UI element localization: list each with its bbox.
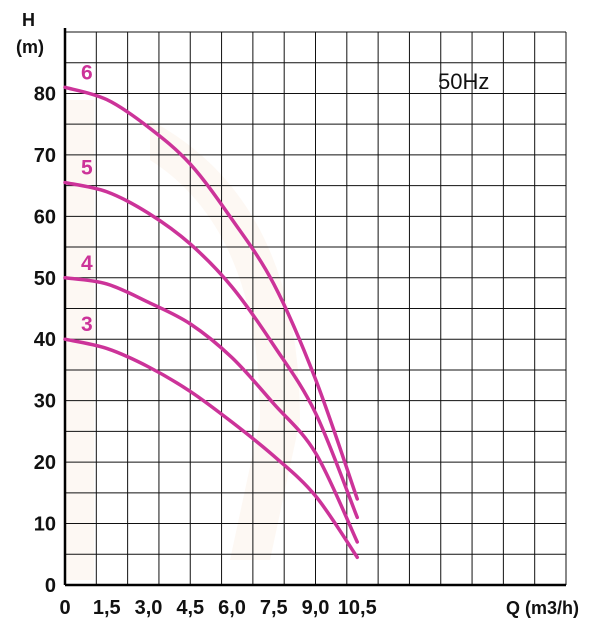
y-tick-label: 80 xyxy=(34,83,56,105)
series-label-4: 4 xyxy=(81,252,93,275)
x-tick-label: 6,0 xyxy=(218,597,246,619)
tick-labels: 0 10 20 30 40 50 60 70 80 0 1,5 3,0 4,5 6,0 7,5 9,0 10,5 xyxy=(34,83,377,619)
x-tick-label: 4,5 xyxy=(176,597,204,619)
y-tick-label: 20 xyxy=(34,452,56,474)
x-axis-title: Q (m3/h) xyxy=(506,598,579,618)
y-tick-label: 10 xyxy=(34,514,56,536)
x-tick-label: 7,5 xyxy=(260,597,288,619)
x-tick-label: 9,0 xyxy=(302,597,330,619)
y-axis-unit: (m) xyxy=(16,37,44,57)
grid xyxy=(64,31,567,586)
y-tick-label: 50 xyxy=(34,268,56,290)
watermark xyxy=(66,100,300,580)
y-axis-title: H xyxy=(22,10,35,30)
series-line-5 xyxy=(63,180,359,520)
series-label-5: 5 xyxy=(81,157,93,180)
x-tick-label: 3,0 xyxy=(135,597,163,619)
y-tick-label: 0 xyxy=(45,575,56,597)
series-line-3 xyxy=(63,337,359,560)
series-lines xyxy=(63,85,359,560)
y-tick-label: 40 xyxy=(34,329,56,351)
series-labels: 6 5 4 3 xyxy=(81,61,93,336)
x-tick-label: 10,5 xyxy=(338,597,377,619)
series-line-6 xyxy=(63,85,359,501)
series-label-3: 3 xyxy=(81,313,93,336)
series-label-6: 6 xyxy=(81,61,93,84)
y-tick-label: 70 xyxy=(34,145,56,167)
series-line-4 xyxy=(63,276,359,544)
x-tick-label: 0 xyxy=(59,597,70,619)
y-tick-label: 60 xyxy=(34,206,56,228)
y-tick-label: 30 xyxy=(34,391,56,413)
frequency-label: 50Hz xyxy=(438,69,489,94)
x-tick-label: 1,5 xyxy=(93,597,121,619)
axes xyxy=(63,28,566,587)
